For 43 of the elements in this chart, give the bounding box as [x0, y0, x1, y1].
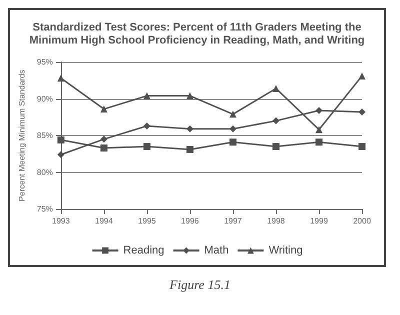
- caption: Figure 15.1: [168, 277, 232, 293]
- point: [358, 143, 366, 150]
- point: [143, 143, 150, 150]
- x-tick-label: 2000: [353, 216, 372, 226]
- point: [57, 74, 64, 82]
- y-axis-title: Percent Meeting Minimum Standards: [18, 70, 26, 202]
- point: [272, 143, 280, 150]
- x-tick-label: 1998: [267, 216, 286, 226]
- point: [229, 138, 236, 146]
- point: [186, 92, 194, 100]
- point: [358, 108, 366, 116]
- legend-label: Reading: [123, 244, 164, 256]
- point: [315, 138, 322, 146]
- point: [100, 144, 108, 152]
- point: [57, 151, 64, 158]
- point: [272, 84, 280, 92]
- point: [57, 136, 64, 144]
- legend-label: Math: [204, 244, 229, 256]
- x-tick-label: 1993: [52, 216, 70, 226]
- y-tick-label: 90%: [36, 94, 53, 104]
- point: [315, 126, 322, 134]
- y-tick-label: 95%: [36, 58, 53, 66]
- x-tick-label: 1997: [224, 216, 242, 226]
- point: [186, 125, 194, 132]
- y-tick-label: 75%: [36, 204, 53, 214]
- point: [272, 117, 280, 124]
- point: [143, 122, 150, 130]
- point: [186, 146, 194, 153]
- x-tick-label: 1999: [310, 216, 328, 226]
- y-tick-label: 85%: [36, 131, 53, 140]
- chart-title: Standardized Test Scores: Percent of 11th Graders Meeting the Minimum High School Proficiency in Reading, Math, and Writing: [29, 22, 365, 46]
- legend-label: Writing: [268, 244, 303, 256]
- y-tick-label: 80%: [36, 168, 53, 177]
- point: [100, 106, 108, 113]
- point: [100, 136, 108, 143]
- x-tick-label: 1995: [138, 216, 156, 226]
- point: [229, 125, 236, 132]
- point: [358, 72, 366, 80]
- point: [315, 107, 322, 114]
- point: [143, 92, 150, 100]
- x-tick-label: 1996: [181, 216, 200, 226]
- x-tick-label: 1994: [95, 216, 114, 226]
- point: [229, 110, 236, 118]
